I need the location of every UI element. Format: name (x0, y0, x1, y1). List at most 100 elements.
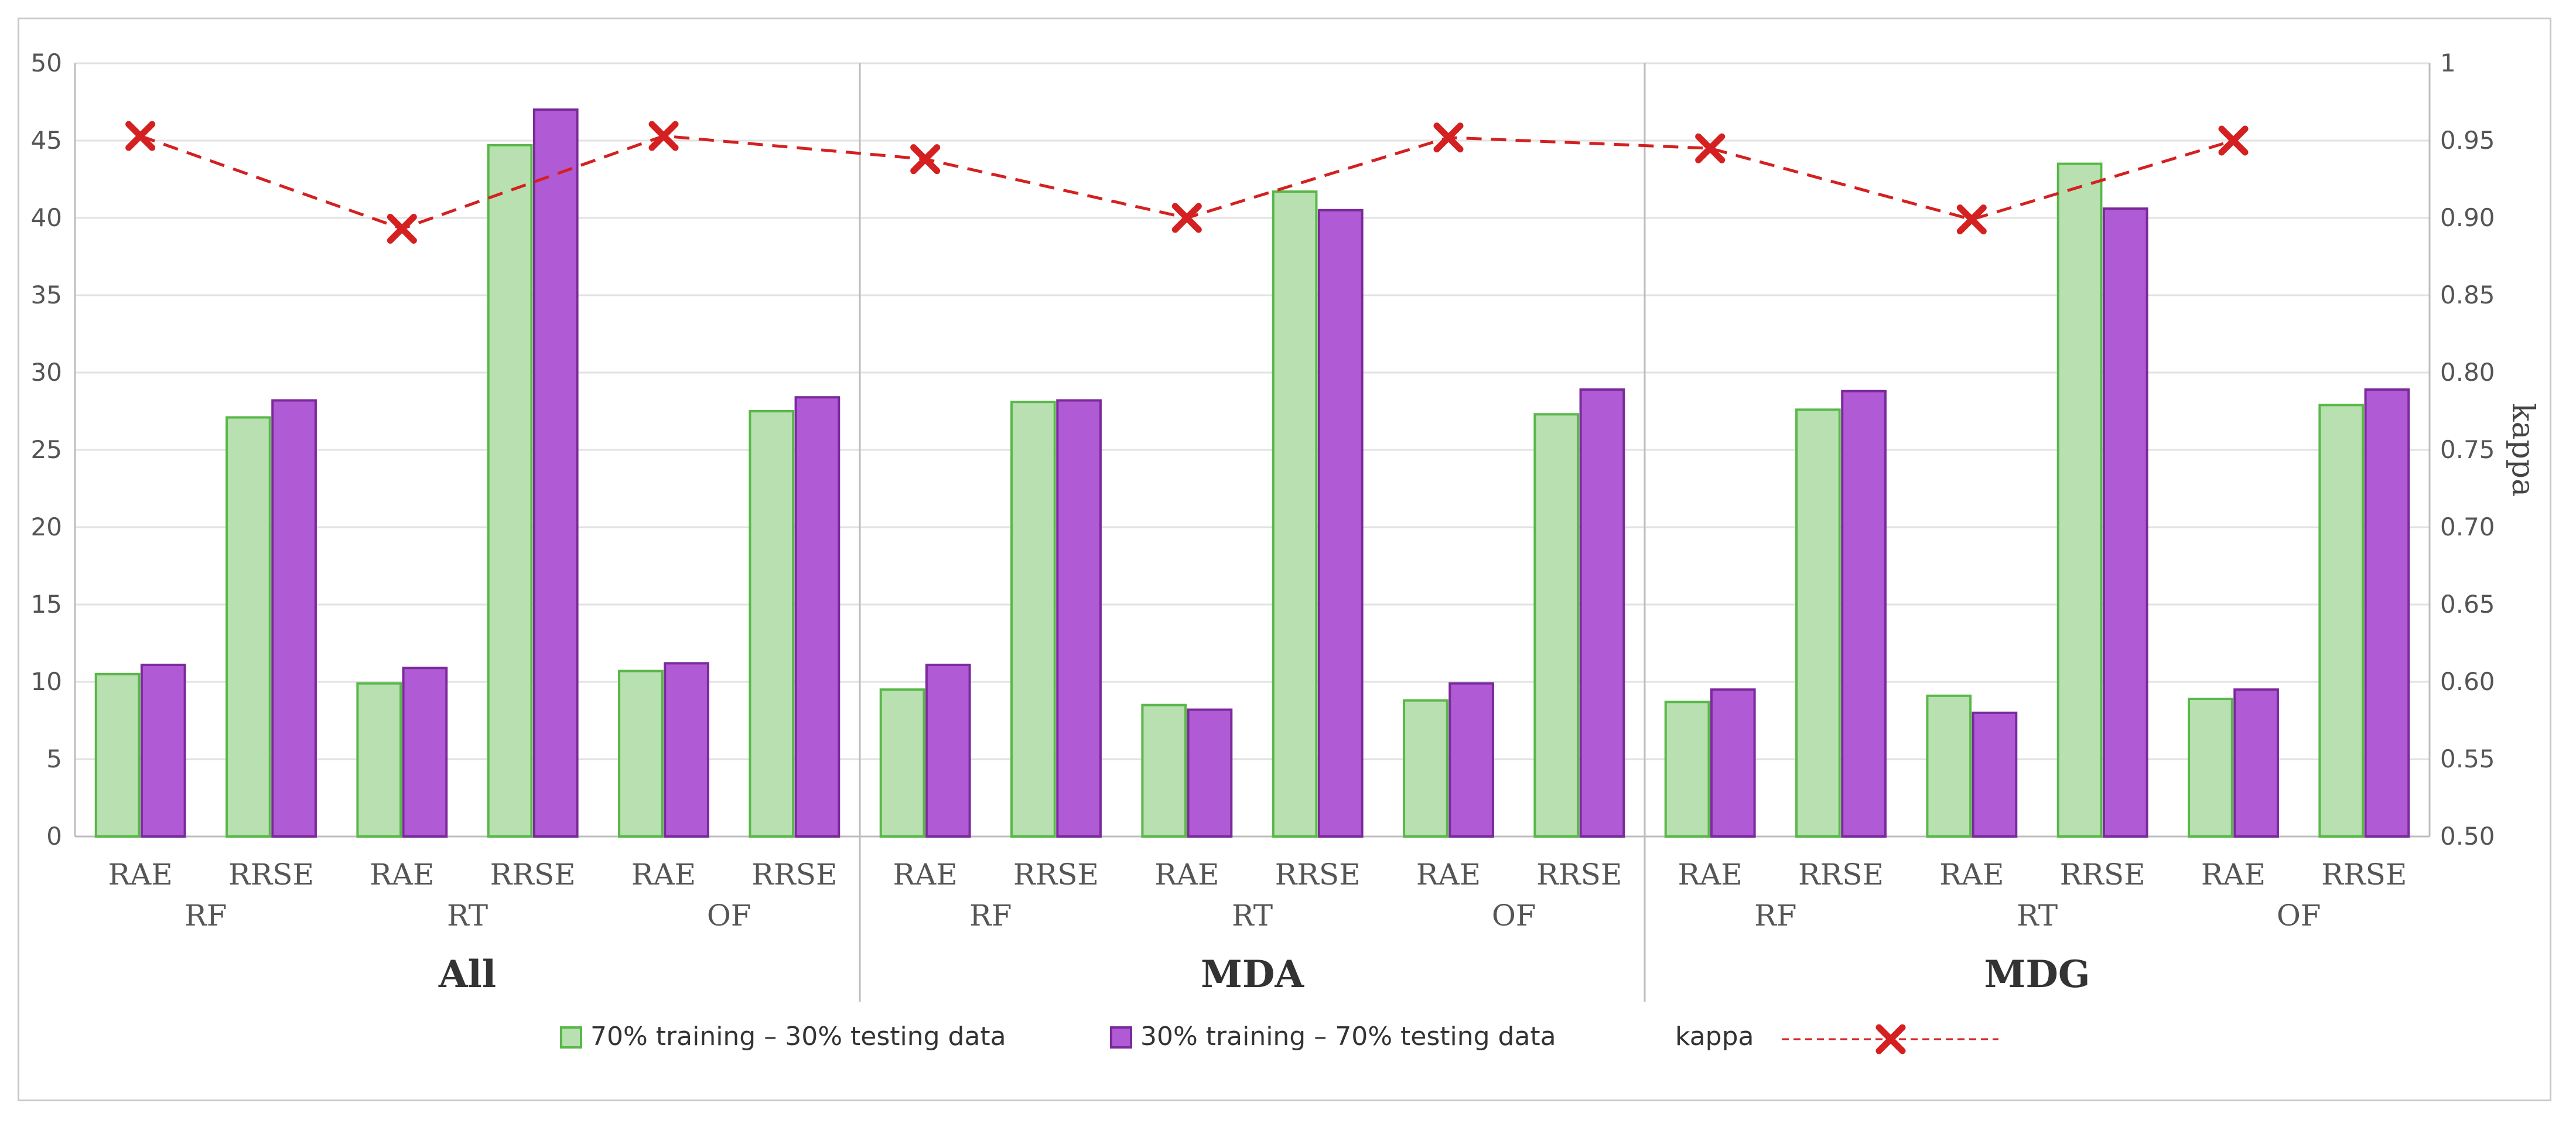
y2-tick-label: 0.95 (2440, 126, 2495, 155)
y2-tick-label: 0.55 (2440, 745, 2495, 773)
y2-tick-label: 0.80 (2440, 358, 2495, 387)
bar-series-2 (1056, 399, 1102, 838)
bar-series-2 (664, 662, 709, 838)
legend-swatch-series-1 (560, 1026, 582, 1049)
metric-tick-label: RRSE (2321, 858, 2407, 892)
model-tick-label: OF (2277, 899, 2321, 933)
y2-tick-label: 0.60 (2440, 667, 2495, 696)
bar-series-2 (1317, 209, 1364, 838)
metric-tick-label: RRSE (751, 858, 837, 892)
bar-series-1 (1533, 413, 1580, 838)
metric-tick-label: RAE (108, 858, 173, 892)
metric-tick-label: RRSE (490, 858, 576, 892)
bar-series-2 (402, 667, 448, 838)
y2-tick-label: 0.50 (2440, 822, 2495, 851)
metric-tick-label: RRSE (1798, 858, 1884, 892)
y-tick-label: 45 (31, 126, 62, 155)
legend-label-kappa: kappa (1675, 1022, 1754, 1051)
bar-series-2 (2102, 207, 2148, 838)
bar-series-2 (925, 663, 971, 838)
kappa-point (125, 121, 156, 151)
model-tick-label: OF (707, 899, 751, 933)
bar-series-1 (1926, 694, 1972, 838)
kappa-point (910, 144, 941, 175)
bar-series-1 (356, 682, 402, 838)
bar-series-1 (749, 410, 795, 838)
bar-series-1 (1010, 401, 1056, 838)
y-tick-label: 0 (46, 822, 62, 851)
bar-series-1 (2056, 162, 2103, 838)
metric-tick-label: RAE (1154, 858, 1219, 892)
y-tick-label: 15 (31, 590, 62, 619)
y-tick-label: 30 (31, 358, 62, 387)
y-tick-label: 10 (31, 667, 62, 696)
y2-tick-label: 0.90 (2440, 203, 2495, 232)
metric-tick-label: RRSE (228, 858, 314, 892)
y-tick-label: 35 (31, 281, 62, 309)
kappa-point (1956, 204, 1987, 235)
bar-series-2 (1841, 390, 1887, 838)
metric-tick-label: RAE (2201, 858, 2266, 892)
kappa-point (1695, 133, 1726, 163)
y-tick-label: 20 (31, 513, 62, 541)
kappa-point (1171, 203, 1202, 233)
y2-tick-label: 0.70 (2440, 513, 2495, 541)
metric-tick-label: RAE (1939, 858, 2004, 892)
kappa-point (2218, 125, 2249, 156)
metric-tick-label: RRSE (1536, 858, 1622, 892)
metric-tick-label: RAE (631, 858, 696, 892)
y-tick-label: 40 (31, 203, 62, 232)
legend-swatch-series-2 (1110, 1026, 1132, 1049)
kappa-point (1433, 122, 1464, 153)
bar-series-2 (1187, 708, 1233, 838)
y2-axis-label: kappa (2505, 403, 2540, 497)
bar-series-2 (532, 108, 579, 838)
bar-series-1 (487, 144, 533, 838)
metric-tick-label: RAE (893, 858, 958, 892)
bar-series-1 (618, 670, 664, 838)
bar-series-1 (1795, 408, 1841, 838)
model-tick-label: OF (1492, 899, 1536, 933)
bar-series-2 (1579, 388, 1625, 838)
y-tick-label: 5 (46, 745, 62, 773)
bar-series-2 (2233, 688, 2279, 838)
legend-label-series-2: 30% training – 70% testing data (1140, 1022, 1556, 1051)
bar-series-2 (1972, 711, 2018, 838)
group-label: MDG (1984, 952, 2090, 996)
model-tick-label: RF (969, 899, 1012, 933)
legend-label-series-1: 70% training – 30% testing data (590, 1022, 1006, 1051)
bar-series-1 (879, 688, 925, 838)
metric-tick-label: RAE (1416, 858, 1481, 892)
y2-tick-label: 0.85 (2440, 281, 2495, 309)
metric-tick-label: RRSE (2060, 858, 2145, 892)
bar-series-2 (2364, 388, 2410, 838)
model-tick-label: RF (1754, 899, 1796, 933)
metric-tick-label: RRSE (1013, 858, 1099, 892)
bar-series-2 (1448, 682, 1494, 838)
bar-series-1 (1403, 699, 1448, 838)
bar-series-2 (271, 399, 317, 838)
model-tick-label: RT (1232, 899, 1273, 933)
bar-series-1 (2188, 698, 2233, 838)
bar-series-1 (2318, 404, 2365, 838)
bar-series-2 (1710, 688, 1756, 838)
y-tick-label: 25 (31, 435, 62, 464)
y2-tick-label: 1 (2440, 49, 2456, 77)
metric-tick-label: RAE (1678, 858, 1743, 892)
bar-series-2 (794, 396, 841, 838)
model-tick-label: RT (447, 899, 488, 933)
bar-series-2 (140, 663, 186, 838)
legend-kappa-marker (1875, 1024, 1906, 1054)
kappa-point (648, 121, 679, 151)
group-label: All (438, 952, 496, 996)
bar-series-1 (1141, 704, 1187, 838)
model-tick-label: RT (2017, 899, 2058, 933)
y2-tick-label: 0.65 (2440, 590, 2495, 619)
y-tick-label: 50 (31, 49, 62, 77)
metric-tick-label: RAE (370, 858, 434, 892)
kappa-point (387, 213, 417, 244)
bar-series-1 (1272, 190, 1318, 838)
y2-tick-label: 0.75 (2440, 435, 2495, 464)
bar-series-1 (94, 672, 141, 838)
